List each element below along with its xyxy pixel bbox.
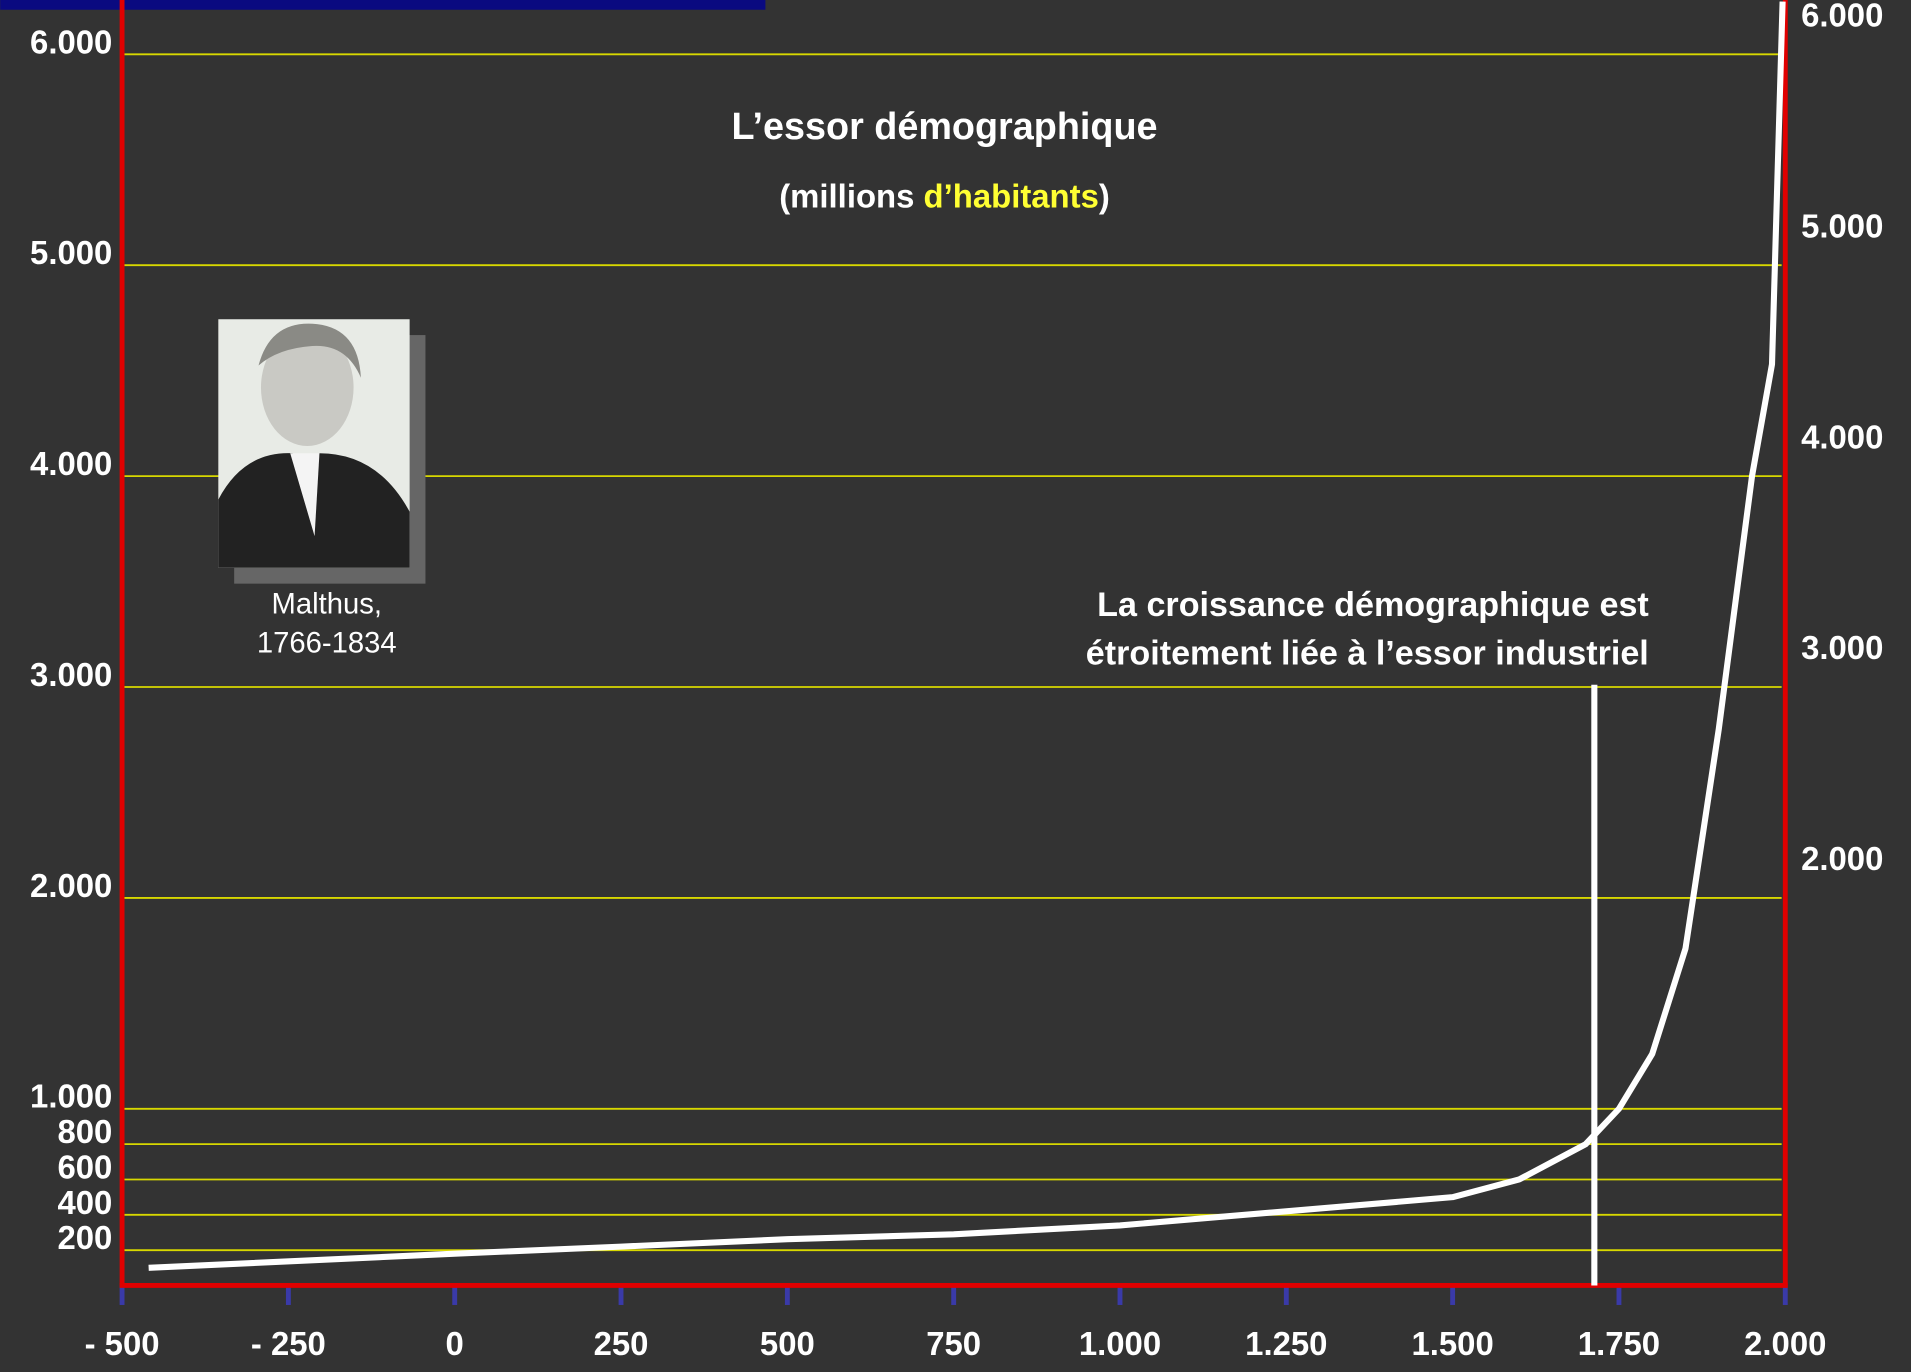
y-tick-label: 4.000: [30, 445, 112, 482]
y-tick-label: 600: [57, 1148, 112, 1185]
y-tick-label: 800: [57, 1113, 112, 1150]
chart-title: L’essor démographique: [732, 106, 1158, 148]
subtitle-part: (millions: [779, 177, 923, 214]
annotation: La croissance démographique est: [1097, 586, 1649, 624]
y-tick-label: 400: [57, 1184, 112, 1221]
y-tick-label: 3.000: [30, 656, 112, 693]
x-tick-label: 1.750: [1578, 1325, 1660, 1362]
portrait: [218, 319, 426, 584]
y-tick-label: 2.000: [30, 867, 112, 904]
x-tick-label: - 500: [85, 1325, 160, 1362]
population-line: [148, 1, 1786, 1271]
portrait-face: [260, 328, 354, 446]
plot: - 500 - 250 0 250 500 750 1.000 1.250 1.500 1.750…: [85, 0, 1826, 1362]
subtitle-part: ): [1099, 177, 1110, 214]
x-tick-label: 750: [926, 1325, 981, 1362]
y-tick-label: 6.000: [30, 23, 112, 60]
y2-tick-label: 6.000: [1801, 0, 1883, 33]
annotation: étroitement liée à l’essor industriel: [1086, 635, 1649, 673]
x-tick-label: 1.000: [1079, 1325, 1161, 1362]
y2-tick-label: 2.000: [1801, 840, 1883, 877]
y2-tick-label: 3.000: [1801, 629, 1883, 666]
portrait-hair: [258, 323, 361, 378]
subtitle-highlight: d’habitants: [924, 177, 1099, 214]
x-tick-label: 500: [760, 1325, 815, 1362]
portrait-caption: Malthus,: [272, 588, 383, 620]
y-tick-label: 1.000: [30, 1078, 112, 1115]
x-tick-label: - 250: [251, 1325, 326, 1362]
x-tick-label: 1.250: [1245, 1325, 1327, 1362]
portrait-collar: [290, 453, 320, 537]
x-tick-label: 0: [446, 1325, 464, 1362]
chart-subtitle: (millions d’habitants): [779, 177, 1110, 214]
x-tick-label: 250: [594, 1325, 649, 1362]
y-tick-label: 5.000: [30, 234, 112, 271]
top-bar: [0, 0, 766, 10]
y2-tick-label: 5.000: [1801, 207, 1883, 244]
x-tick-label: 2.000: [1744, 1325, 1826, 1362]
y2-tick-label: 4.000: [1801, 418, 1883, 455]
y-tick-label: 200: [57, 1219, 112, 1256]
portrait-caption: 1766-1834: [257, 627, 397, 659]
x-tick-label: 1.500: [1411, 1325, 1493, 1362]
